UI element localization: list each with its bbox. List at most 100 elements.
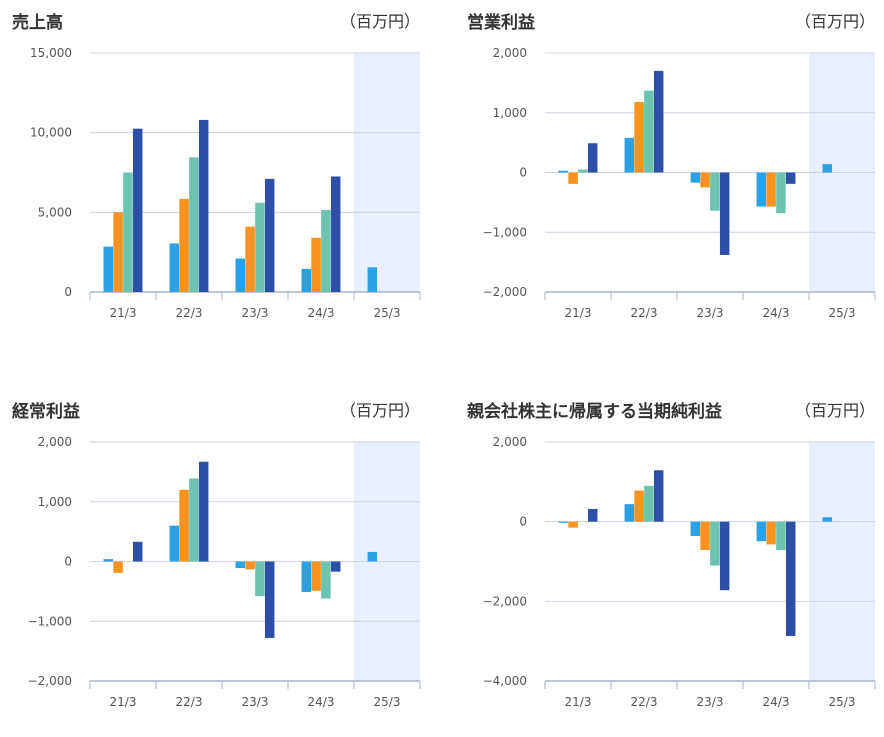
bar[interactable]: [198, 119, 209, 292]
x-tick-label: 22/3: [176, 695, 203, 709]
bar[interactable]: [587, 143, 598, 173]
bar[interactable]: [189, 478, 199, 562]
bar[interactable]: [301, 268, 312, 292]
bar[interactable]: [235, 561, 246, 569]
x-tick-label: 24/3: [763, 306, 790, 320]
bar[interactable]: [245, 561, 255, 570]
bar[interactable]: [653, 470, 664, 522]
x-tick-label: 25/3: [374, 695, 401, 709]
y-tick-label: 0: [519, 515, 527, 529]
y-tick-label: 0: [519, 166, 527, 180]
bar[interactable]: [766, 172, 776, 207]
bar[interactable]: [719, 521, 730, 591]
bar[interactable]: [189, 157, 199, 292]
x-tick-label: 25/3: [829, 695, 856, 709]
y-tick-label: −1,000: [483, 225, 527, 239]
bar[interactable]: [756, 172, 767, 207]
bar[interactable]: [198, 461, 209, 562]
x-tick-label: 21/3: [110, 695, 137, 709]
bar[interactable]: [822, 517, 833, 522]
y-tick-label: 5,000: [38, 205, 72, 219]
y-tick-label: 2,000: [38, 435, 72, 449]
bar[interactable]: [558, 521, 569, 523]
bar[interactable]: [330, 561, 341, 572]
bar[interactable]: [330, 176, 341, 292]
bar[interactable]: [587, 508, 598, 522]
bar[interactable]: [169, 243, 180, 292]
bar[interactable]: [568, 521, 578, 528]
chart-title: 営業利益: [467, 13, 535, 33]
bar[interactable]: [644, 485, 654, 522]
forecast-region: [809, 442, 875, 681]
bar[interactable]: [245, 226, 255, 292]
bar[interactable]: [776, 521, 786, 550]
bar[interactable]: [653, 70, 664, 173]
bar[interactable]: [321, 209, 331, 292]
bar[interactable]: [700, 172, 710, 188]
bar[interactable]: [179, 198, 189, 292]
bar[interactable]: [255, 202, 265, 292]
bar[interactable]: [311, 237, 321, 292]
bar[interactable]: [568, 172, 578, 184]
net-income-chart-panel: 親会社株主に帰属する当期純利益 （百万円） 2,000 0 −2,000 −4,000…: [467, 397, 884, 737]
bar[interactable]: [624, 137, 635, 173]
sales-chart-panel: 売上高 （百万円） 15,000 10,000 5,000 0 21/3 22/3 23/3…: [12, 8, 432, 348]
bar[interactable]: [710, 521, 720, 566]
y-tick-label: −4,000: [483, 674, 527, 688]
bar[interactable]: [690, 521, 701, 537]
y-tick-label: 15,000: [30, 46, 72, 60]
bar[interactable]: [264, 178, 275, 292]
bar[interactable]: [113, 561, 123, 573]
unit-label: （百万円）: [794, 12, 875, 31]
x-tick-label: 22/3: [176, 306, 203, 320]
bar[interactable]: [132, 128, 143, 292]
bar[interactable]: [766, 521, 776, 545]
bar[interactable]: [624, 504, 635, 522]
x-tick-label: 23/3: [242, 695, 269, 709]
forecast-region: [354, 53, 420, 292]
bar[interactable]: [634, 490, 644, 522]
bar[interactable]: [103, 559, 114, 562]
bar[interactable]: [264, 561, 275, 638]
bar[interactable]: [367, 267, 378, 292]
bar[interactable]: [776, 172, 786, 214]
y-tick-label: 1,000: [493, 106, 527, 120]
bar[interactable]: [578, 169, 588, 173]
bar[interactable]: [822, 164, 833, 173]
bar[interactable]: [179, 489, 189, 562]
bar[interactable]: [301, 561, 312, 592]
bar[interactable]: [169, 525, 180, 562]
unit-label: （百万円）: [339, 401, 420, 420]
bar[interactable]: [311, 561, 321, 591]
bar[interactable]: [103, 246, 114, 292]
y-tick-label: 2,000: [493, 46, 527, 60]
bar[interactable]: [321, 561, 331, 599]
bar[interactable]: [785, 172, 796, 184]
chart-title: 親会社株主に帰属する当期純利益: [467, 402, 722, 422]
x-tick-label: 24/3: [308, 306, 335, 320]
bar[interactable]: [113, 212, 123, 292]
bar[interactable]: [123, 172, 133, 293]
bar[interactable]: [785, 521, 796, 636]
bar[interactable]: [255, 561, 265, 597]
bar[interactable]: [710, 172, 720, 211]
chart-title: 売上高: [12, 13, 63, 33]
bar[interactable]: [235, 258, 246, 292]
bar[interactable]: [634, 101, 644, 173]
ordinary-income-chart-panel: 経常利益 （百万円） 2,000 1,000 0 −1,000 −2,000 21/3 22…: [12, 397, 432, 737]
bar[interactable]: [132, 541, 143, 562]
x-tick-label: 23/3: [697, 306, 724, 320]
bar[interactable]: [367, 551, 378, 562]
y-tick-label: 0: [64, 285, 72, 299]
bar[interactable]: [700, 521, 710, 550]
bar[interactable]: [690, 172, 701, 183]
y-tick-label: −2,000: [483, 594, 527, 608]
y-tick-label: 2,000: [493, 435, 527, 449]
bar[interactable]: [719, 172, 730, 255]
unit-label: （百万円）: [794, 401, 875, 420]
bar[interactable]: [756, 521, 767, 542]
sales-bar-chart: 15,000 10,000 5,000 0 21/3 22/3 23/3 24/3 25/3: [30, 46, 421, 320]
bar[interactable]: [558, 170, 569, 173]
bar[interactable]: [644, 90, 654, 173]
x-tick-label: 23/3: [697, 695, 724, 709]
